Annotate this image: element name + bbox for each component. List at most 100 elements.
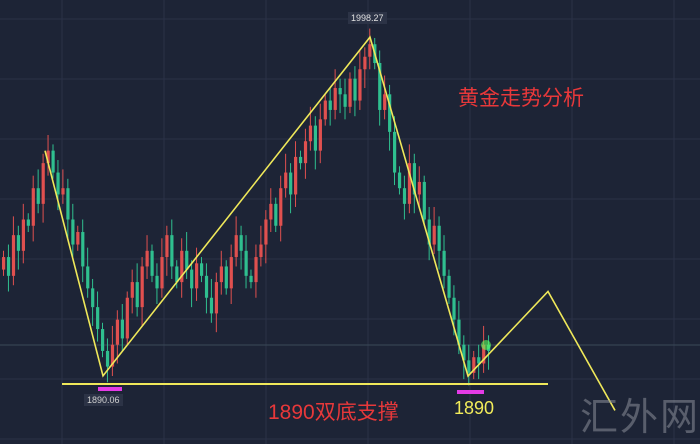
candle-body bbox=[259, 244, 263, 258]
candle-body bbox=[363, 56, 367, 70]
candle-body bbox=[76, 232, 80, 245]
candle-body bbox=[180, 250, 184, 283]
candle-body bbox=[383, 94, 387, 110]
candle-body bbox=[21, 219, 25, 251]
candle-body bbox=[155, 275, 159, 289]
candle-body bbox=[71, 219, 75, 245]
candle-body bbox=[229, 257, 233, 289]
candle-body bbox=[190, 269, 194, 289]
candle-body bbox=[41, 163, 45, 204]
candle-body bbox=[348, 78, 352, 107]
candle-body bbox=[160, 257, 164, 289]
candle-body bbox=[457, 319, 461, 345]
candle-body bbox=[115, 319, 120, 345]
candle-body bbox=[244, 250, 248, 276]
candle-body bbox=[323, 100, 327, 120]
candle-body bbox=[422, 181, 426, 220]
candle-body bbox=[170, 235, 174, 267]
candle-body bbox=[284, 172, 288, 189]
candle-body bbox=[96, 307, 100, 330]
candle-body bbox=[31, 188, 35, 226]
candle-body bbox=[397, 172, 402, 189]
candle-body bbox=[388, 94, 392, 132]
candle-body bbox=[56, 172, 60, 195]
candle-body bbox=[482, 344, 486, 364]
candle-body bbox=[224, 266, 228, 289]
candle-body bbox=[185, 250, 189, 270]
candle-body bbox=[472, 357, 476, 373]
candle-body bbox=[135, 282, 139, 308]
chart-title: 黄金走势分析 bbox=[458, 87, 584, 110]
candle-body bbox=[46, 150, 50, 164]
candle-body bbox=[234, 235, 238, 258]
candle-body bbox=[150, 250, 154, 276]
candle-body bbox=[51, 150, 55, 173]
candle-body bbox=[303, 141, 308, 164]
candle-body bbox=[16, 235, 21, 251]
candle-body bbox=[199, 263, 204, 276]
candle-body bbox=[120, 319, 124, 339]
candle-body bbox=[274, 203, 278, 226]
candle-body bbox=[36, 188, 40, 204]
candle-body bbox=[447, 275, 451, 298]
candle-body bbox=[66, 188, 70, 220]
candle-body bbox=[214, 282, 219, 314]
candle-body bbox=[298, 156, 303, 164]
candle-body bbox=[269, 203, 273, 220]
candle-body bbox=[358, 69, 362, 101]
candle-body bbox=[462, 344, 466, 361]
candle-body bbox=[26, 219, 30, 226]
candle-body bbox=[477, 357, 481, 364]
candle-body bbox=[289, 172, 293, 195]
candle-body bbox=[264, 219, 268, 245]
wave-trendline bbox=[44, 35, 616, 411]
candle-body bbox=[254, 257, 258, 283]
candle-body bbox=[294, 156, 298, 195]
candle-body bbox=[313, 125, 318, 151]
candle-body bbox=[432, 225, 436, 245]
candle-body bbox=[165, 235, 169, 258]
low-price-label-left: 1890.06 bbox=[84, 394, 123, 406]
candle-body bbox=[353, 78, 357, 101]
candle-body bbox=[402, 188, 407, 204]
candle-body bbox=[61, 188, 65, 195]
candle-body bbox=[328, 100, 332, 110]
candle-body bbox=[110, 344, 115, 367]
candle-body bbox=[2, 257, 6, 270]
candle-body bbox=[393, 131, 397, 173]
candle-body bbox=[195, 263, 199, 289]
candle-body bbox=[343, 94, 347, 107]
candle-body bbox=[333, 88, 337, 110]
candle-body bbox=[318, 119, 322, 151]
candle-body bbox=[140, 266, 144, 308]
candle-body bbox=[467, 360, 471, 373]
peak-price-label: 1998.27 bbox=[348, 12, 387, 24]
candle-body bbox=[378, 63, 382, 110]
candle-body bbox=[407, 163, 412, 204]
candle-body bbox=[338, 88, 342, 95]
low-marker-left bbox=[98, 387, 122, 391]
watermark: 汇外网 bbox=[580, 395, 700, 439]
support-annotation: 1890双底支撑 bbox=[268, 401, 399, 424]
current-price-glow bbox=[481, 340, 491, 350]
candle-body bbox=[452, 297, 456, 320]
candle-body bbox=[437, 225, 441, 251]
low-marker-right bbox=[457, 390, 484, 394]
candle-body bbox=[145, 250, 149, 267]
candle-body bbox=[368, 44, 372, 57]
candle-body bbox=[125, 297, 129, 339]
candle-body bbox=[11, 235, 16, 276]
candle-body bbox=[175, 266, 179, 283]
candle-body bbox=[412, 163, 417, 195]
candle-body bbox=[100, 329, 105, 351]
candle-body bbox=[249, 275, 253, 283]
candle-body bbox=[6, 257, 11, 276]
candle-body bbox=[209, 297, 214, 314]
candle-body bbox=[308, 125, 313, 142]
candle-body bbox=[427, 219, 431, 245]
candle-body bbox=[239, 235, 243, 251]
candle-body bbox=[417, 181, 421, 195]
candle-body bbox=[204, 275, 209, 298]
